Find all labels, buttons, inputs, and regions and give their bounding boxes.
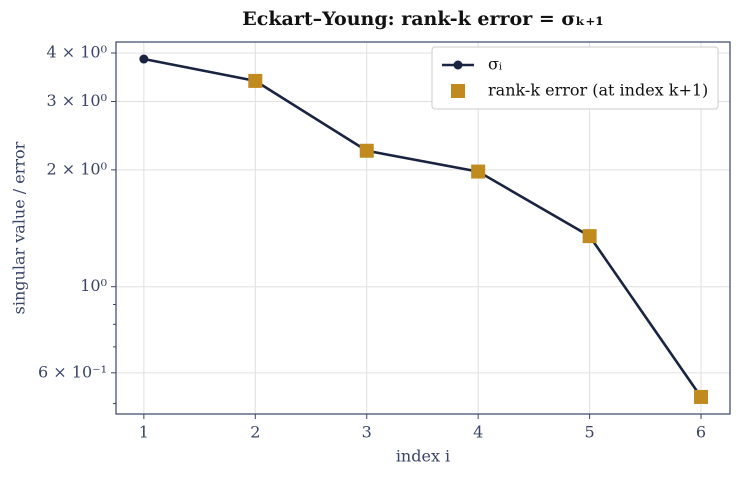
y-tick-label: 4 × 10⁰	[46, 43, 107, 62]
legend-label: rank-k error (at index k+1)	[488, 81, 708, 100]
point	[139, 54, 149, 64]
legend-marker	[453, 60, 463, 70]
y-tick-label: 3 × 10⁰	[46, 91, 107, 110]
square-marker	[471, 164, 486, 179]
y-tick-label: 2 × 10⁰	[46, 159, 107, 178]
square-marker	[582, 229, 597, 244]
square-marker	[359, 143, 374, 158]
x-axis-label: index i	[396, 447, 450, 466]
x-tick-label: 3	[362, 423, 372, 442]
x-tick-label: 2	[250, 423, 260, 442]
square-marker	[248, 73, 263, 88]
legend-marker	[451, 84, 465, 98]
y-axis-label: singular value / error	[10, 141, 29, 314]
legend-box	[431, 46, 719, 110]
x-tick-label: 6	[696, 423, 706, 442]
y-tick-label: 10⁰	[80, 276, 107, 295]
series-line	[143, 57, 703, 398]
legend-label: σᵢ	[488, 55, 502, 74]
chart-title: Eckart–Young: rank-k error = σₖ₊₁	[242, 8, 603, 30]
y-tick-label: 6 × 10⁻¹	[38, 362, 107, 381]
x-tick-label: 5	[584, 423, 594, 442]
square-marker	[694, 389, 709, 404]
x-tick-label: 1	[139, 423, 149, 442]
x-tick-label: 4	[473, 423, 483, 442]
plot-frame	[115, 41, 731, 415]
